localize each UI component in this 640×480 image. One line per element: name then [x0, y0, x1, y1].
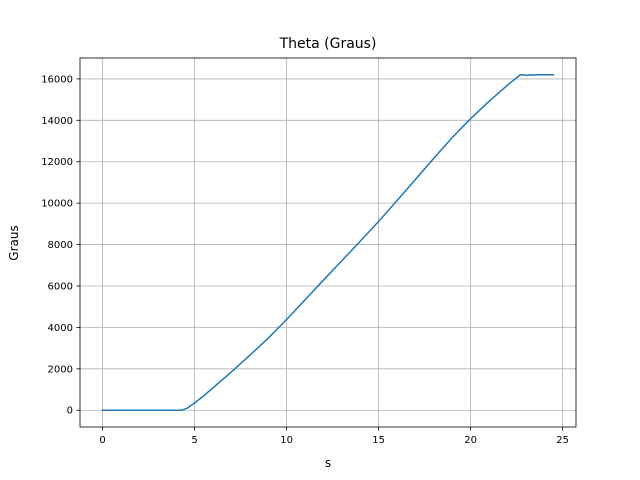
grid [80, 58, 576, 427]
x-axis-label: s [325, 456, 331, 470]
y-tick-label: 6000 [48, 281, 73, 292]
x-tick-label: 20 [464, 435, 477, 446]
x-tick-label: 10 [280, 435, 293, 446]
y-tick-label: 0 [67, 406, 73, 417]
y-tick-label: 2000 [48, 364, 73, 375]
y-tick-label: 10000 [41, 199, 73, 210]
x-tick-label: 25 [556, 435, 569, 446]
y-tick-label: 8000 [48, 240, 73, 251]
y-tick-label: 12000 [41, 157, 73, 168]
x-tick-label: 15 [372, 435, 385, 446]
y-axis-label: Graus [7, 225, 21, 260]
series-layer [101, 74, 555, 411]
plot-frame [79, 57, 577, 428]
chart-title: Theta (Graus) [279, 36, 377, 52]
x-tick-label: 0 [99, 435, 105, 446]
axis-ticks: 0 5 10 15 20 25 0 2000 4000 6000 8000 10000 12000 140… [41, 74, 569, 446]
x-tick-label: 5 [191, 435, 197, 446]
series-line-0 [101, 74, 555, 411]
y-tick-label: 14000 [41, 116, 73, 127]
y-tick-label: 16000 [41, 74, 73, 85]
y-tick-label: 4000 [48, 323, 73, 334]
